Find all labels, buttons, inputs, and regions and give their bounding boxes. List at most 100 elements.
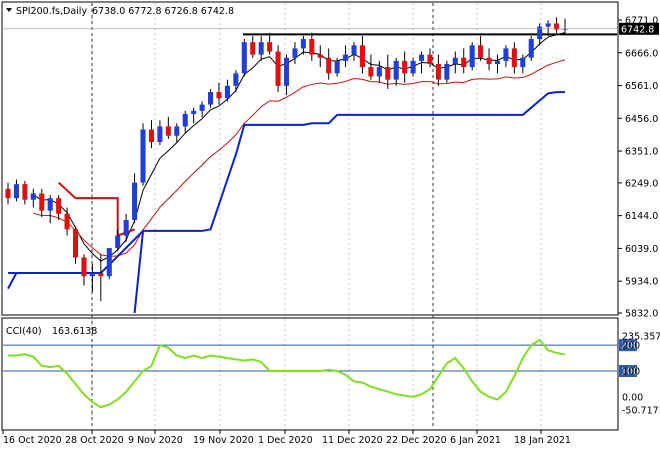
candle-bull <box>562 28 568 30</box>
candle-bull <box>89 273 95 277</box>
x-tick-label: 6 Jan 2021 <box>450 435 501 446</box>
candle-bear <box>402 60 408 74</box>
candle-bull <box>393 60 399 80</box>
candle-bull <box>334 60 340 74</box>
indicator-tick-label: 235.3573 <box>622 332 660 343</box>
candle-bear <box>267 42 273 52</box>
indicator-level-tag-text: 100 <box>621 367 639 378</box>
candle-bull <box>132 182 138 221</box>
candle-bear <box>486 57 492 64</box>
indicator-level-tag <box>619 339 637 352</box>
candle-bear <box>250 42 256 55</box>
candle-bull <box>283 57 290 86</box>
x-tick-label: 1 Dec 2020 <box>258 435 313 446</box>
grid-lines <box>91 3 542 429</box>
trailing-stop-blue-start <box>7 272 84 290</box>
candle-bear <box>427 54 433 64</box>
candle-bull <box>258 42 264 55</box>
cci-value-label: 163.6138 <box>52 326 97 337</box>
candle-bull <box>30 193 36 200</box>
y-tick-label: 6144.0 <box>625 211 658 222</box>
indicator-tick-label: 100 <box>622 367 640 378</box>
candle-bull <box>545 23 551 27</box>
candle-bull <box>503 48 509 61</box>
candle-bear <box>554 23 560 30</box>
y-tick-label: 6666.0 <box>625 48 658 59</box>
trailing-stop-red-line <box>57 181 135 238</box>
indicator-lines <box>7 32 617 314</box>
candle-bull <box>241 42 247 74</box>
candle-bear <box>64 213 70 230</box>
candle-bull <box>528 39 534 58</box>
cci-series <box>8 338 566 409</box>
axes: 16 Oct 2020 28 Oct 2020 9 Nov 2020 19 Nov 2… <box>2 16 660 446</box>
x-tick-label: 22 Dec 2020 <box>386 435 447 446</box>
trailing-stop-blue-line <box>8 91 565 275</box>
candle-bear <box>275 51 281 86</box>
candle-bull <box>208 92 214 105</box>
candle-bear <box>56 198 62 214</box>
candle-bear <box>5 188 11 199</box>
collapse-triangle-icon[interactable] <box>6 8 12 12</box>
candle-bear <box>461 57 467 68</box>
indicator-tick-label: 200 <box>622 341 640 352</box>
y-tick-label: 5832.0 <box>625 309 658 320</box>
ema-fast-line <box>33 32 566 262</box>
candle-bear <box>216 92 222 99</box>
candle-bull <box>106 248 112 277</box>
candle-bear <box>81 257 87 277</box>
candle-bull <box>292 48 298 58</box>
candle-bear <box>359 45 365 68</box>
candle-bear <box>98 273 104 277</box>
x-tick-label: 28 Oct 2020 <box>65 435 124 446</box>
y-tick-label: 6771.0 <box>625 16 658 27</box>
x-tick-label: 11 Dec 2020 <box>322 435 383 446</box>
candle-bear <box>72 229 79 258</box>
candle-bull <box>418 54 425 61</box>
trailing-stop-blue-jump <box>133 230 145 314</box>
candle-bull <box>140 129 146 183</box>
candle-bull <box>351 45 357 55</box>
candle-bull <box>300 39 306 49</box>
candle-bull <box>410 60 416 74</box>
indicator-tick-label: 0.00 <box>622 392 643 403</box>
candle-bear <box>511 48 517 68</box>
candle-bull <box>469 45 475 68</box>
ema-slow-line <box>33 59 566 257</box>
indicator-tick-label: -50.7171 <box>622 406 660 417</box>
candle-bear <box>435 63 441 80</box>
current-price-tag-text: 6742.8 <box>621 24 654 35</box>
candle-bull <box>123 220 129 236</box>
cci-name-label: CCI(40) <box>6 326 42 337</box>
y-tick-label: 6561.0 <box>625 81 658 92</box>
candles <box>5 17 568 302</box>
y-tick-label: 6351.0 <box>625 147 658 158</box>
x-tick-label: 19 Nov 2020 <box>193 435 254 446</box>
candle-bull <box>343 54 349 61</box>
y-tick-label: 6456.0 <box>625 114 658 125</box>
x-tick-label: 9 Nov 2020 <box>128 435 183 446</box>
candle-bull <box>494 60 501 64</box>
candle-bear <box>165 126 171 136</box>
current-price-tag <box>619 22 659 35</box>
candle-bear <box>385 67 391 80</box>
candle-bull <box>182 113 188 127</box>
symbol-label: SPI200.fs,Daily <box>16 6 87 17</box>
candle-bear <box>368 67 374 77</box>
indicator-level-tag-text: 200 <box>621 341 639 352</box>
candle-bear <box>317 54 323 58</box>
candle-bull <box>13 184 19 199</box>
x-tick-label: 16 Oct 2020 <box>3 435 62 446</box>
candle-bull <box>233 73 239 86</box>
candle-bull <box>115 235 121 249</box>
ohlc-label: 6738.0 6772.8 6726.8 6742.8 <box>92 6 234 17</box>
candle-bear <box>326 57 332 74</box>
candle-bull <box>376 67 382 77</box>
candle-bear <box>309 39 315 55</box>
y-tick-label: 5934.0 <box>625 277 658 288</box>
candle-bull <box>520 57 526 68</box>
candle-bull <box>174 126 180 136</box>
candle-bear <box>478 45 484 58</box>
candle-bull <box>199 104 205 111</box>
